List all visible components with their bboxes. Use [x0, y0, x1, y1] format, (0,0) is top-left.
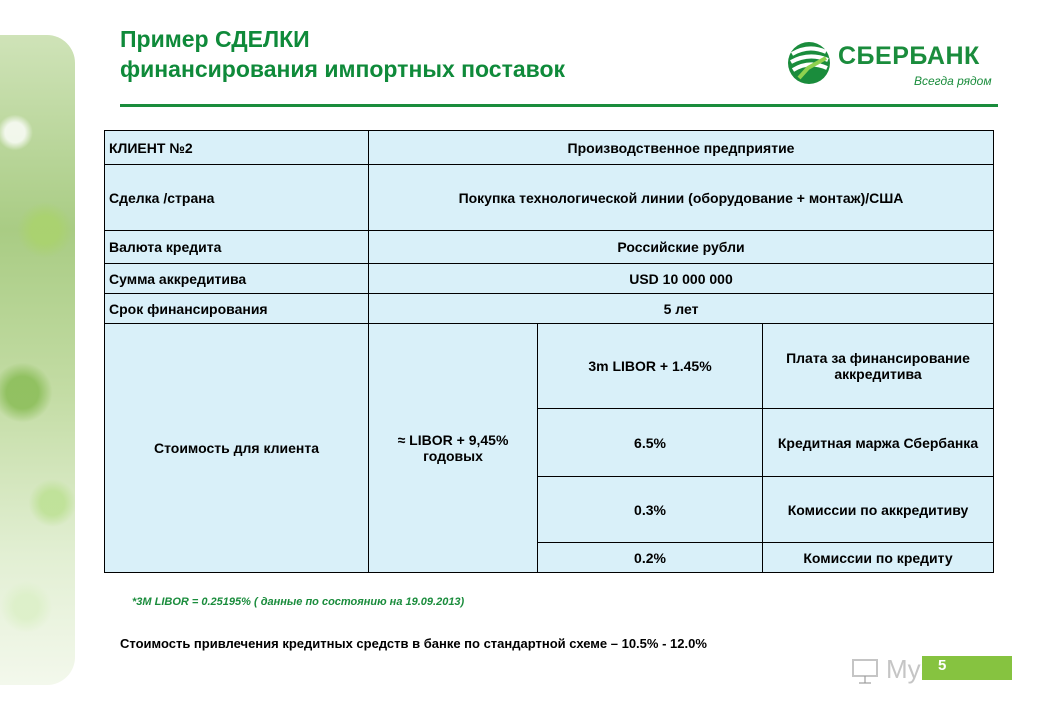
sberbank-logo-icon	[788, 42, 830, 84]
component-description: Плата за финансирование аккредитива	[762, 323, 994, 409]
deal-value: Покупка технологической линии (оборудова…	[368, 164, 994, 231]
table-row: 6.5% Кредитная маржа Сбербанка	[105, 408, 994, 477]
table-row: Валюта кредита Российские рубли	[104, 230, 994, 264]
libor-footnote: *3M LIBOR = 0.25195% ( данные по состоян…	[132, 596, 465, 608]
component-description: Кредитная маржа Сбербанка	[762, 408, 994, 477]
logo-tagline: Всегда рядом	[914, 74, 992, 88]
deal-label: Сделка /страна	[104, 164, 369, 231]
component-description: Комиссии по аккредитиву	[762, 476, 994, 543]
standard-cost-summary: Стоимость привлечения кредитных средств …	[120, 636, 707, 651]
amount-label: Сумма аккредитива	[104, 263, 369, 294]
table-row: Срок финансирования 5 лет	[104, 293, 994, 324]
page-number-tab	[922, 656, 1012, 680]
sberbank-logo: СБЕРБАНК Всегда рядом	[786, 40, 998, 92]
logo-name: СБЕРБАНК	[838, 42, 980, 70]
decorative-leaf-photo	[0, 35, 75, 685]
client-value: Производственное предприятие	[368, 130, 994, 165]
amount-value: USD 10 000 000	[368, 263, 994, 294]
currency-label: Валюта кредита	[104, 230, 369, 264]
cost-total: ≈ LIBOR + 9,45% годовых	[368, 323, 538, 573]
page-number: 5	[938, 657, 947, 674]
title-divider	[120, 104, 998, 107]
presentation-board-icon	[852, 659, 878, 684]
table-row: 0.2% Комиссии по кредиту	[105, 542, 994, 573]
slide-title: Пример СДЕЛКИ финансирования импортных п…	[120, 24, 565, 84]
deal-table: КЛИЕНТ №2 Производственное предприятие С…	[104, 130, 994, 573]
table-row: КЛИЕНТ №2 Производственное предприятие	[104, 130, 994, 165]
title-line-1: Пример СДЕЛКИ	[120, 26, 310, 52]
client-label: КЛИЕНТ №2	[104, 130, 369, 165]
cost-label: Стоимость для клиента	[104, 323, 369, 573]
component-rate: 6.5%	[537, 408, 763, 477]
currency-value: Российские рубли	[368, 230, 994, 264]
component-rate: 0.3%	[537, 476, 763, 543]
table-row: Сделка /страна Покупка технологической л…	[104, 164, 994, 231]
table-row: 0.3% Комиссии по аккредитиву	[105, 476, 994, 543]
title-line-2: финансирования импортных поставок	[120, 56, 566, 82]
table-row: Стоимость для клиента ≈ LIBOR + 9,45% го…	[104, 323, 994, 573]
component-rate: 0.2%	[537, 542, 763, 573]
component-rate: 3m LIBOR + 1.45%	[537, 323, 763, 409]
term-label: Срок финансирования	[104, 293, 369, 324]
table-row: Сумма аккредитива USD 10 000 000	[104, 263, 994, 294]
component-description: Комиссии по кредиту	[762, 542, 994, 573]
term-value: 5 лет	[368, 293, 994, 324]
